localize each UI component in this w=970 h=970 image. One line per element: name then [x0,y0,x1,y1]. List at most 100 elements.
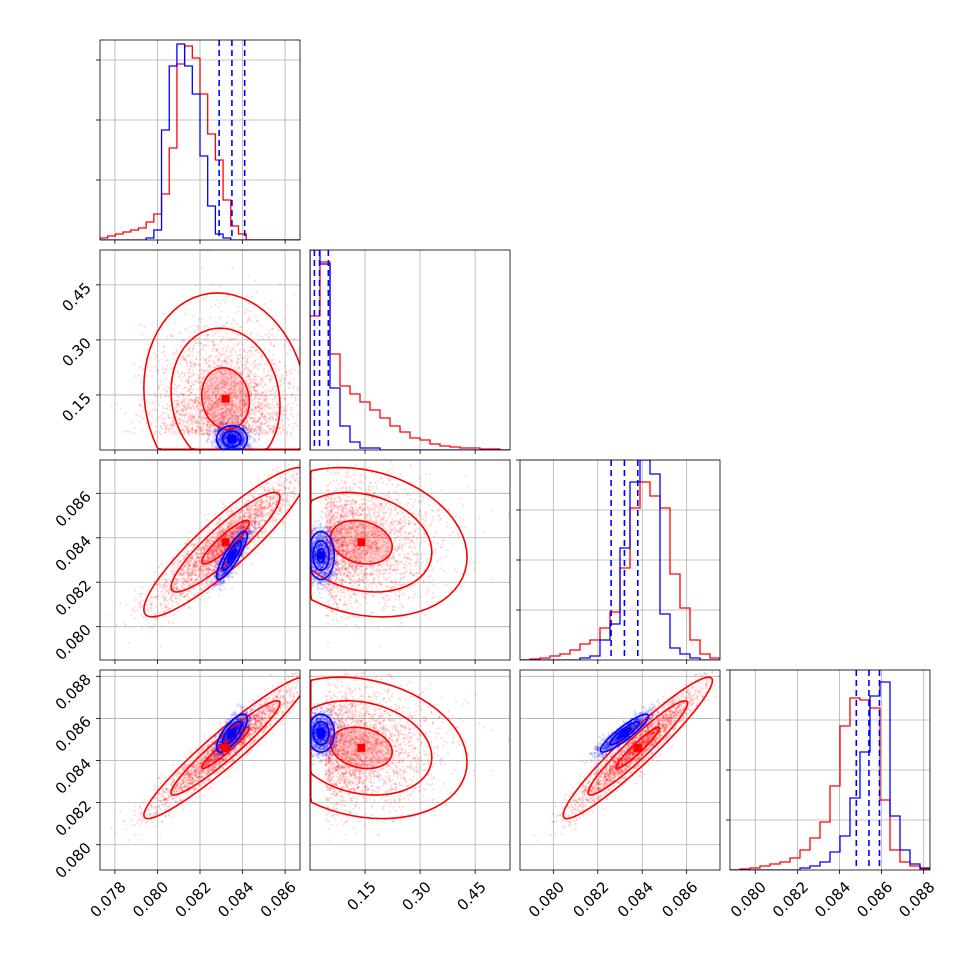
red-sample-point [187,371,190,374]
red-sample-point [284,414,287,417]
red-sample-point [183,414,187,417]
red-sample-point [281,376,284,379]
red-sample-point [253,417,257,420]
red-sample-point [289,396,293,399]
red-sample-point [225,383,229,386]
red-sample-point [207,420,210,424]
blue-sample-point [241,434,244,437]
red-sample-point [238,329,241,332]
red-sample-point [214,420,217,423]
red-sample-point [253,389,256,392]
red-sample-point [228,426,231,429]
blue-sample-point [219,439,222,442]
red-sample-point [212,415,215,418]
blue-sample-point [226,443,229,446]
blue-sample-point [224,434,227,437]
red-sample-point [259,429,262,432]
red-sample-point [250,429,253,433]
red-sample-point [181,404,185,407]
red-sample-point [244,421,247,425]
red-sample-point [211,399,214,403]
red-sample-point [288,370,291,373]
red-sample-point [213,402,216,406]
blue-sample-point [219,441,223,444]
red-sample-point [180,401,183,404]
red-sample-point [267,420,270,424]
red-sample-point [233,413,236,416]
red-sample-point [236,389,240,392]
red-sample-point [255,428,259,432]
red-sample-point [196,388,199,391]
red-sample-point [181,419,184,422]
blue-sample-point [239,432,243,435]
red-sample-point [185,425,188,428]
red-sample-point [176,402,179,405]
red-sample-point [155,338,158,341]
red-sample-point [219,398,222,402]
red-sample-point [246,420,249,423]
blue-sample-point [229,431,233,434]
red-sample-point [259,506,262,509]
red-sample-point [255,384,258,388]
blue-sample-point [236,421,240,424]
blue-sample-point [236,438,240,441]
red-sample-point [203,432,206,436]
red-sample-point [267,397,270,400]
red-sample-point [175,352,178,355]
red-sample-point [216,384,220,387]
red-sample-point [278,282,282,286]
blue-sample-point [219,436,222,439]
red-sample-point [201,381,204,385]
red-sample-point [150,421,153,425]
blue-sample-point [229,432,232,435]
red-sample-point [198,410,201,413]
blue-sample-point [224,437,228,440]
red-sample-point [253,420,256,423]
red-sample-point [178,398,181,401]
red-sample-point [162,345,165,349]
red-sample-point [234,390,237,394]
red-sample-point [253,411,256,414]
red-sample-point [152,402,155,405]
red-sample-point [188,400,191,404]
red-sample-point [252,398,256,401]
red-sample-point [189,364,192,368]
red-sample-point [233,344,236,347]
red-sample-point [202,369,206,373]
red-sample-point [206,340,210,343]
red-sample-point [196,399,200,402]
red-sample-point [207,333,210,336]
red-sample-point [287,381,291,385]
red-sample-point [164,377,167,380]
red-sample-point [232,536,235,539]
red-sample-point [235,367,238,371]
red-sample-point [289,433,293,436]
red-sample-point [251,524,254,527]
red-sample-point [261,396,264,399]
red-sample-point [228,336,231,340]
blue-sample-point [231,442,234,446]
red-sample-point [236,411,240,414]
red-sample-point [208,403,211,406]
red-sample-point [235,332,238,335]
red-sample-point [267,349,270,353]
panels-layer [96,39,931,874]
red-sample-point [280,377,283,380]
red-sample-point [249,513,252,516]
red-sample-point [252,386,255,389]
red-sample-point [249,380,253,383]
blue-sample-point [236,438,240,441]
blue-sample-point [237,437,240,440]
red-sample-point [216,393,219,396]
red-sample-point [250,524,253,527]
blue-sample-point [240,443,243,446]
red-sample-point [247,424,250,427]
red-sample-point [203,387,206,390]
red-sample-point [264,394,267,397]
red-sample-point [273,406,276,409]
red-sample-point [205,397,209,400]
red-sample-point [225,422,228,425]
red-sample-point [211,377,215,380]
red-sample-point [242,404,245,407]
red-sample-point [224,527,227,530]
